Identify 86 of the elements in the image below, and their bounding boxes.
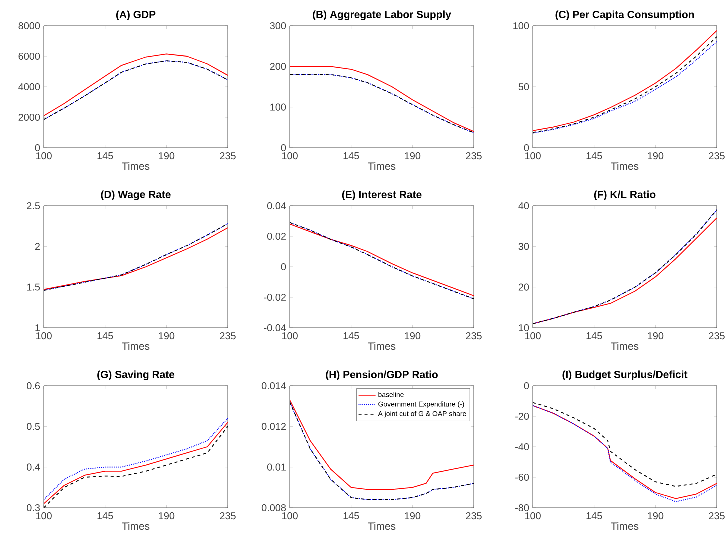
y-tick-label: -40	[516, 443, 530, 451]
x-tick-label: 235	[709, 332, 725, 340]
x-tick-label: 190	[405, 332, 421, 340]
x-tick-label: 190	[648, 512, 664, 520]
y-tick-label: 0	[35, 144, 40, 152]
y-tick-label: 40	[518, 202, 530, 210]
y-tick-label: -80	[516, 504, 530, 512]
x-axis-title: Times	[611, 162, 639, 170]
y-tick-label: 200	[270, 63, 286, 70]
y-tick-label: 2.5	[27, 202, 40, 210]
x-tick-label: 190	[405, 512, 421, 520]
line-series	[44, 60, 228, 120]
x-tick-label: 190	[159, 512, 175, 520]
y-tick-label: 20	[518, 284, 530, 291]
x-tick-label: 145	[98, 512, 114, 520]
y-tick-label: 0.5	[27, 423, 40, 430]
chart-title: (G) Saving Rate	[98, 370, 175, 381]
y-tick-label: 0.4	[27, 464, 40, 471]
x-axis-title: Times	[122, 342, 150, 350]
y-tick-label: -0.02	[264, 294, 286, 302]
y-tick-label: 0.3	[27, 504, 40, 512]
x-tick-label: 235	[466, 152, 482, 160]
y-tick-label: 0.012	[262, 423, 286, 430]
y-tick-label: 4000	[18, 83, 40, 91]
x-axis-title: Times	[368, 162, 396, 170]
y-tick-label: 0	[524, 144, 530, 152]
x-axis-title: Times	[368, 342, 396, 350]
x-axis-title: Times	[611, 522, 639, 530]
chart-title: (E) Interest Rate	[342, 190, 422, 201]
y-tick-label: 0	[281, 144, 286, 152]
y-tick-label: 30	[518, 243, 530, 250]
x-tick-label: 190	[405, 152, 421, 160]
y-tick-label: -0.04	[264, 324, 286, 332]
y-tick-label: 100	[270, 104, 286, 111]
y-tick-label: 2000	[18, 114, 40, 122]
x-tick-label: 235	[709, 152, 725, 160]
chart-title: (F) K/L Ratio	[594, 190, 656, 200]
y-tick-label: 1	[36, 324, 40, 332]
x-axis-title: Times	[368, 522, 396, 530]
line-series	[533, 402, 718, 488]
x-tick-label: 145	[98, 152, 114, 160]
x-axis-title: Times	[122, 162, 150, 170]
x-tick-label: 145	[98, 332, 114, 340]
x-tick-label: 145	[586, 512, 602, 520]
y-tick-label: 0.014	[262, 382, 286, 390]
line-series	[44, 54, 228, 116]
y-tick-label: 8000	[18, 22, 40, 30]
x-axis-title: Times	[122, 522, 150, 530]
x-tick-label: 145	[344, 512, 360, 520]
y-tick-label: 2	[35, 243, 40, 250]
x-tick-label: 190	[159, 332, 175, 340]
y-tick-label: 0	[281, 263, 286, 271]
x-tick-label: 145	[586, 152, 602, 160]
x-tick-label: 235	[220, 512, 236, 520]
y-tick-label: -20	[516, 412, 530, 420]
y-tick-label: 300	[270, 22, 286, 30]
y-tick-label: -60	[516, 474, 530, 482]
y-tick-label: 0.6	[27, 382, 40, 390]
x-tick-label: 145	[344, 152, 360, 160]
x-tick-label: 190	[648, 332, 664, 340]
y-tick-label: 50	[518, 83, 530, 91]
y-tick-label: 6000	[18, 52, 40, 60]
y-tick-label: 100	[514, 22, 530, 30]
x-tick-label: 235	[220, 152, 236, 160]
y-tick-label: 0.01	[267, 464, 286, 471]
y-tick-label: 0	[524, 382, 530, 390]
chart-title: (H) Pension/GDP Ratio	[326, 370, 438, 381]
y-tick-label: 10	[519, 324, 530, 332]
x-tick-label: 235	[466, 332, 482, 340]
chart-title: (C) Per Capita Consumption	[556, 10, 694, 20]
y-tick-label: 1.5	[27, 284, 40, 291]
x-tick-label: 235	[466, 512, 482, 520]
y-tick-label: 0.04	[267, 202, 286, 210]
x-tick-label: 190	[648, 152, 664, 160]
x-tick-label: 190	[159, 152, 175, 160]
chart-title: (I) Budget Surplus/Deficit	[562, 370, 688, 381]
x-tick-label: 145	[344, 332, 360, 340]
x-tick-label: 145	[586, 332, 602, 340]
chart-title: (D) Wage Rate	[101, 190, 171, 200]
chart-title: (A) GDP	[116, 10, 156, 21]
y-tick-label: 0.008	[262, 504, 286, 512]
y-tick-label: 0.02	[267, 232, 286, 240]
x-tick-label: 235	[709, 512, 725, 520]
chart-title: (B) Aggregate Labor Supply	[313, 10, 452, 20]
x-tick-label: 235	[220, 332, 236, 340]
x-axis-title: Times	[611, 342, 639, 350]
